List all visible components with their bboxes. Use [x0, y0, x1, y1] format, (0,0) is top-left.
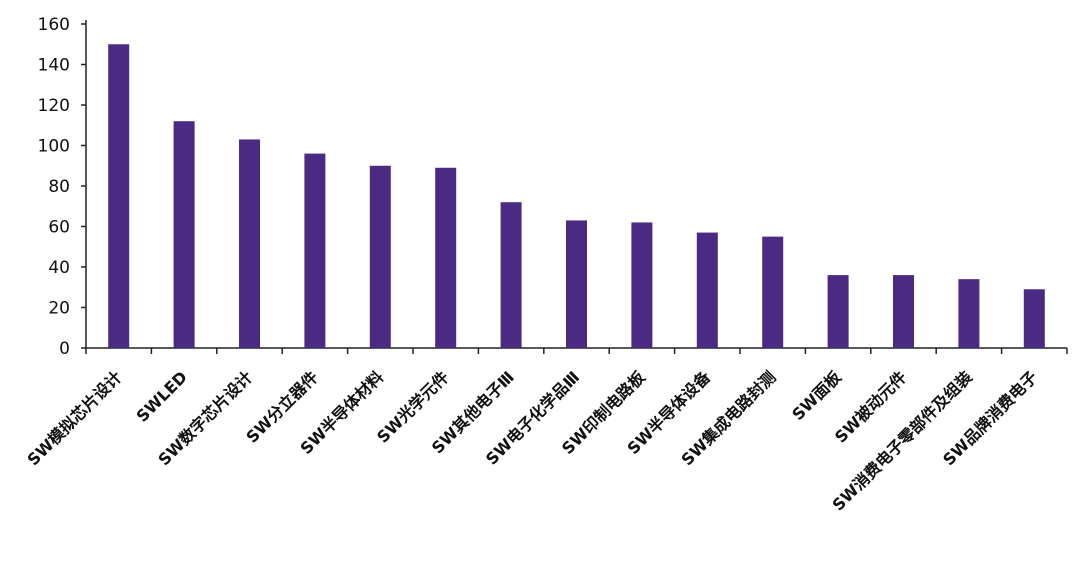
bar [958, 279, 980, 348]
bar [631, 222, 653, 348]
y-tick-label: 100 [38, 137, 70, 157]
bar [500, 202, 522, 348]
y-tick-label: 20 [48, 299, 70, 319]
x-category-label: SW模拟芯片设计 [24, 367, 126, 469]
y-tick-label: 160 [38, 15, 70, 35]
y-tick-label: 80 [48, 177, 70, 197]
y-tick-label: 120 [38, 96, 70, 116]
bar [762, 236, 784, 348]
bar [304, 153, 326, 348]
y-axis: 0 20 40 60 80 100 120 140 160 [38, 15, 87, 359]
y-tick-label: 60 [48, 218, 70, 238]
x-axis [85, 347, 1068, 354]
bar [239, 139, 260, 348]
bar [893, 275, 914, 348]
bar [696, 232, 718, 348]
bar [173, 121, 195, 348]
y-tick-label: 40 [48, 258, 70, 278]
y-tick-label: 140 [38, 56, 70, 76]
bar [1023, 289, 1045, 348]
x-category-label: SW面板 [788, 367, 845, 424]
y-tick-label: 0 [59, 339, 70, 359]
bar [369, 165, 391, 348]
x-category-label: SWLED [133, 367, 191, 425]
bar [827, 275, 849, 348]
category-labels: SW模拟芯片设计 SWLEDSW数字芯片设计SW分立器件SW半导体材料SW光学元件… [24, 367, 1042, 515]
bar [566, 220, 587, 348]
bar [108, 44, 130, 348]
bars [108, 44, 1045, 348]
bar [435, 167, 457, 348]
